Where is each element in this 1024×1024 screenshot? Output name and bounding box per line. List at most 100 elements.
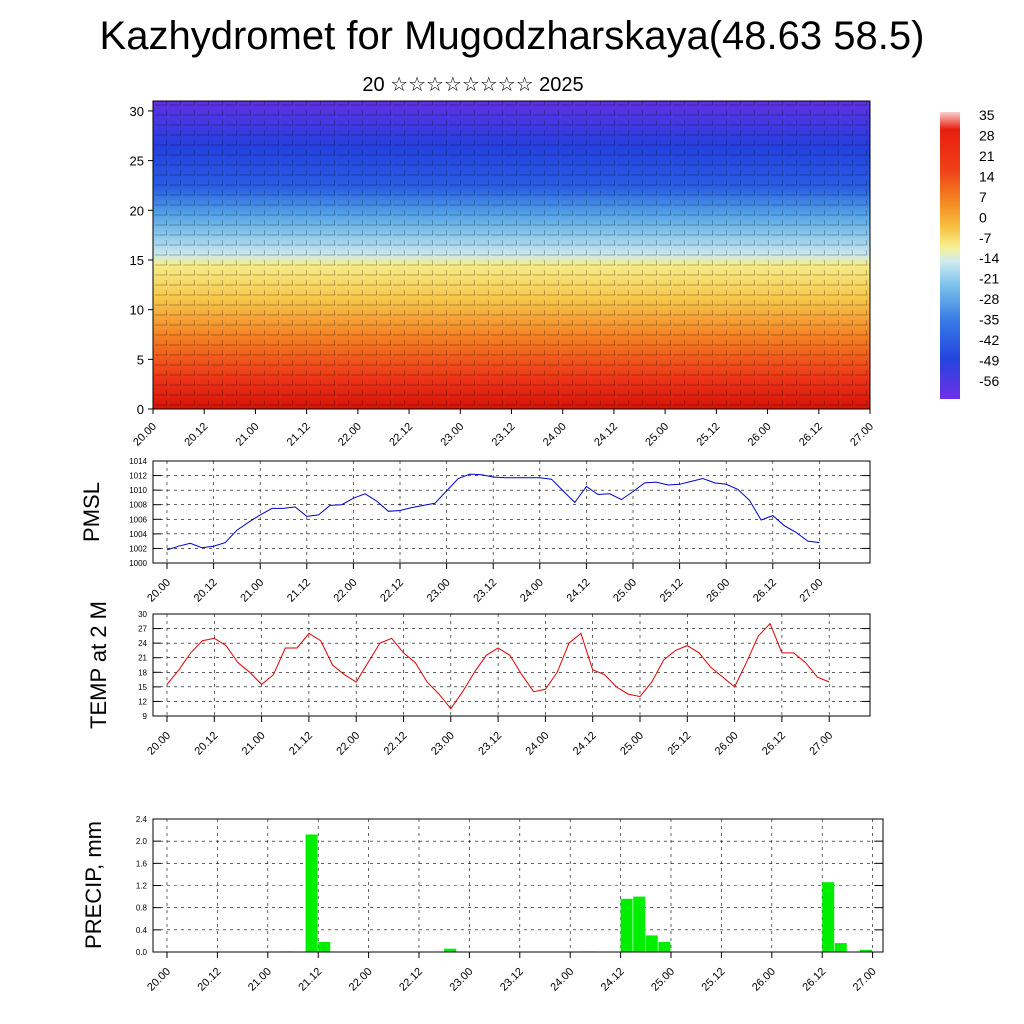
pmsl-y-axis: 1000 1002 1004 1006 1008 1010 1012 1014 <box>129 457 870 568</box>
colorbar-labels: 35 28 21 14 7 0 -7 -14 -21 -28 -35 -42 -49 -56 <box>979 107 999 389</box>
pmsl-series-line <box>166 473 820 551</box>
y-tick-label: 10 <box>130 303 144 318</box>
y-tick-label: 30 <box>130 104 144 119</box>
y-tick-label: 12 <box>138 697 147 706</box>
x-tick-label: 27.00 <box>807 730 835 758</box>
precip-bar <box>645 935 658 952</box>
x-tick-label: 26.12 <box>800 966 828 994</box>
colorbar-label: -56 <box>979 373 999 389</box>
precip-bars <box>280 834 872 952</box>
colorbar-label: 21 <box>979 148 995 164</box>
x-tick-label: 20.12 <box>182 421 210 449</box>
precip-ylabel: PRECIP, mm <box>81 821 106 949</box>
y-tick-label: 30 <box>138 610 147 619</box>
x-tick-label: 24.12 <box>599 966 627 994</box>
x-tick-label: 27.00 <box>798 577 826 605</box>
y-tick-label: 1012 <box>129 472 147 481</box>
chart-subtitle: 20 ☆☆☆☆☆☆☆☆ 2025 <box>362 74 584 96</box>
precip-bar <box>318 942 331 952</box>
colorbar-label: -7 <box>979 230 992 246</box>
x-tick-label: 22.00 <box>347 966 375 994</box>
x-tick-label: 24.00 <box>548 966 576 994</box>
x-tick-label: 21.12 <box>287 730 315 758</box>
x-tick-label: 22.00 <box>336 421 364 449</box>
y-tick-label: 1000 <box>129 559 147 568</box>
pmsl-frame <box>152 460 871 564</box>
x-tick-label: 25.12 <box>658 577 686 605</box>
colorbar-label: 35 <box>979 107 995 123</box>
precip-bar <box>834 943 847 952</box>
y-tick-label: 15 <box>130 253 144 268</box>
pmsl-grid <box>153 460 870 564</box>
x-tick-label: 25.00 <box>649 966 677 994</box>
y-tick-label: 9 <box>143 712 148 721</box>
x-tick-label: 22.12 <box>378 577 406 605</box>
y-tick-label: 1.6 <box>136 859 148 868</box>
precip-bar <box>860 949 872 952</box>
precip-bar <box>633 896 646 952</box>
x-tick-label: 23.00 <box>425 577 453 605</box>
precip-panel: 0.0 0.4 0.8 1.2 1.6 2.0 2.4 20.00 20.12 21.00 21.… <box>81 815 884 994</box>
temp-y-axis: 9 12 15 18 21 24 27 30 <box>138 610 870 721</box>
x-tick-label: 22.00 <box>332 577 360 605</box>
temp-frame <box>152 613 871 717</box>
x-tick-label: 24.00 <box>541 421 569 449</box>
precip-bar <box>822 882 835 952</box>
x-tick-label: 21.00 <box>234 421 262 449</box>
colorbar-label: 14 <box>979 168 995 184</box>
colorbar-label: -49 <box>979 353 999 369</box>
x-tick-label: 25.12 <box>665 730 693 758</box>
precip-y-axis: 0.0 0.4 0.8 1.2 1.6 2.0 2.4 <box>136 815 883 957</box>
y-tick-label: 27 <box>138 625 147 634</box>
x-tick-label: 21.12 <box>285 577 313 605</box>
y-tick-label: 1002 <box>129 544 147 553</box>
x-tick-label: 26.00 <box>750 966 778 994</box>
chart-title: Kazhydromet for Mugodzharskaya(48.63 58.… <box>99 14 925 58</box>
x-tick-label: 26.12 <box>760 730 788 758</box>
x-tick-label: 24.00 <box>518 577 546 605</box>
x-tick-label: 21.12 <box>285 421 313 449</box>
x-tick-label: 23.00 <box>429 730 457 758</box>
x-tick-label: 26.12 <box>751 577 779 605</box>
y-tick-label: 0.0 <box>136 948 148 957</box>
y-tick-label: 1008 <box>129 501 147 510</box>
x-tick-label: 26.12 <box>797 421 825 449</box>
precip-x-axis: 20.00 20.12 21.00 21.12 22.00 22.12 23.00 23.12… <box>145 952 879 994</box>
x-tick-label: 21.12 <box>296 966 324 994</box>
x-tick-label: 25.00 <box>618 730 646 758</box>
wind-barbs <box>153 101 870 409</box>
x-tick-label: 20.12 <box>192 577 220 605</box>
x-tick-label: 23.00 <box>448 966 476 994</box>
x-tick-label: 24.00 <box>524 730 552 758</box>
temp-series-line <box>166 622 830 710</box>
colorbar-ramp <box>940 112 960 399</box>
cross-section-panel: 0 5 10 15 20 25 30 20.00 20.12 21.00 21.12 22.00 22… <box>130 100 876 449</box>
x-tick-label: 22.12 <box>387 421 415 449</box>
colorbar-label: -35 <box>979 312 999 328</box>
y-tick-label: 20 <box>130 203 144 218</box>
y-tick-label: 2.0 <box>136 837 148 846</box>
colorbar-label: -14 <box>979 250 999 266</box>
y-tick-label: 18 <box>138 668 147 677</box>
x-tick-label: 23.12 <box>476 730 504 758</box>
x-tick-label: 23.12 <box>490 421 518 449</box>
x-tick-label: 23.12 <box>498 966 526 994</box>
precip-bar <box>658 942 671 952</box>
x-tick-label: 20.00 <box>145 966 173 994</box>
x-tick-label: 21.00 <box>238 577 266 605</box>
x-tick-label: 27.00 <box>851 966 879 994</box>
x-tick-label: 25.00 <box>643 421 671 449</box>
y-tick-label: 1.2 <box>136 882 148 891</box>
x-tick-label: 25.00 <box>611 577 639 605</box>
temp-panel: 9 12 15 18 21 24 27 30 20.00 20.12 21.00 21.12 22.0… <box>86 601 871 758</box>
x-tick-label: 22.12 <box>397 966 425 994</box>
x-tick-label: 22.12 <box>382 730 410 758</box>
y-tick-label: 25 <box>130 154 144 169</box>
y-tick-label: 1014 <box>129 457 147 466</box>
cross-section-x-axis: 20.00 20.12 21.00 21.12 22.00 22.12 23.00 23.12… <box>131 409 876 449</box>
x-tick-label: 25.12 <box>700 966 728 994</box>
x-tick-label: 20.00 <box>131 421 159 449</box>
y-tick-label: 1010 <box>129 486 147 495</box>
colorbar-label: 0 <box>979 209 987 225</box>
